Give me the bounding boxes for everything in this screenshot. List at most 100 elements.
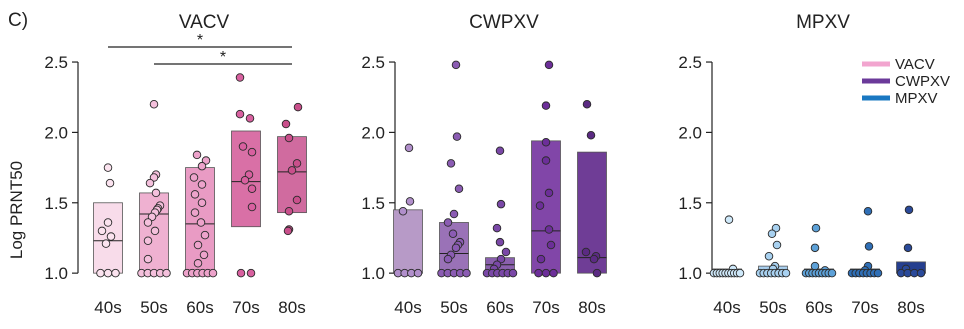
data-point: [200, 230, 210, 240]
data-point: [240, 176, 250, 185]
panel-label: C): [8, 10, 28, 31]
y-tick-label: 2.5: [44, 53, 68, 72]
panel-mpxv: MPXV 1.0 1.5 2.0 2.5 40s 50s 60s 70s 80s: [678, 12, 926, 317]
data-point: [771, 223, 781, 233]
significance-star: *: [197, 32, 203, 49]
data-point: [582, 100, 592, 109]
data-point: [196, 218, 206, 227]
data-point: [284, 206, 294, 216]
data-point: [96, 268, 105, 278]
data-point: [147, 212, 157, 222]
data-point: [586, 130, 596, 140]
data-point: [413, 268, 423, 278]
data-point: [162, 268, 171, 278]
data-point: [443, 218, 453, 227]
legend-label: VACV: [895, 56, 935, 73]
data-point: [150, 226, 160, 236]
data-point: [292, 195, 302, 205]
data-point: [873, 268, 883, 278]
data-point: [284, 133, 294, 143]
data-point: [281, 119, 291, 129]
y-tick-label: 2.5: [361, 53, 385, 72]
data-point: [283, 226, 293, 236]
data-point: [398, 206, 408, 216]
data-point: [292, 159, 302, 168]
data-point: [197, 180, 207, 189]
data-point: [764, 252, 774, 261]
x-tick-label: 60s: [486, 298, 513, 317]
data-point: [247, 184, 257, 193]
data-point: [246, 268, 256, 278]
x-tick-label: 70s: [232, 298, 259, 317]
panel-cwpxv: CWPXV 1.0 1.5 2.0 2.5 40s 50s 60s 70s 80s: [361, 12, 607, 317]
data-point: [541, 138, 551, 147]
data-point: [244, 170, 254, 179]
data-point: [811, 223, 821, 233]
data-point: [501, 247, 511, 257]
data-point: [544, 225, 554, 234]
y-tick-label: 1.5: [361, 194, 385, 213]
data-point: [293, 102, 303, 112]
data-point: [544, 60, 554, 70]
data-point: [151, 188, 161, 198]
data-point: [145, 178, 155, 188]
data-point: [201, 156, 211, 165]
data-point: [105, 178, 115, 188]
data-point: [534, 268, 543, 278]
data-point: [103, 218, 113, 227]
x-tick-label: 40s: [713, 298, 740, 317]
data-point: [236, 268, 246, 278]
data-point: [863, 206, 873, 216]
y-tick-label: 2.5: [678, 53, 702, 72]
data-point: [916, 268, 926, 278]
data-point: [245, 114, 255, 123]
data-point: [724, 215, 734, 224]
data-point: [496, 199, 506, 209]
data-point: [193, 259, 203, 268]
x-tick-label: 50s: [140, 298, 167, 317]
data-point: [544, 188, 554, 198]
y-tick-label: 1.0: [361, 264, 385, 283]
x-tick-label: 80s: [278, 298, 305, 317]
data-point: [448, 229, 458, 238]
data-point: [106, 232, 116, 241]
data-point: [101, 239, 111, 248]
data-point: [549, 268, 558, 278]
data-point: [235, 73, 245, 82]
x-tick-label: 50s: [440, 298, 467, 317]
data-point: [452, 132, 462, 141]
x-tick-label: 80s: [897, 298, 924, 317]
data-point: [535, 201, 545, 210]
data-point: [536, 254, 546, 264]
data-point: [199, 250, 209, 260]
box-40s: [393, 209, 423, 274]
data-point: [546, 240, 556, 250]
data-point: [449, 209, 459, 219]
y-tick-label: 2.0: [361, 123, 385, 142]
data-point: [111, 268, 120, 278]
data-point: [197, 161, 207, 171]
data-point: [235, 109, 245, 119]
data-point: [495, 146, 505, 155]
data-point: [197, 198, 207, 208]
data-point: [190, 208, 200, 217]
data-point: [97, 226, 107, 236]
data-point: [810, 261, 820, 271]
data-point: [143, 236, 153, 246]
data-point: [192, 150, 202, 160]
y-tick-label: 1.0: [678, 264, 702, 283]
data-point: [103, 163, 113, 172]
significance-star: *: [220, 49, 226, 66]
data-point: [772, 240, 782, 250]
data-point: [238, 142, 248, 151]
data-point: [454, 184, 464, 193]
x-tick-label: 40s: [394, 298, 421, 317]
data-point: [208, 268, 218, 278]
data-point: [904, 205, 914, 215]
data-point: [247, 202, 257, 212]
y-tick-label: 1.5: [678, 194, 702, 213]
data-point: [810, 243, 820, 253]
legend-label: CWPXV: [895, 73, 950, 90]
